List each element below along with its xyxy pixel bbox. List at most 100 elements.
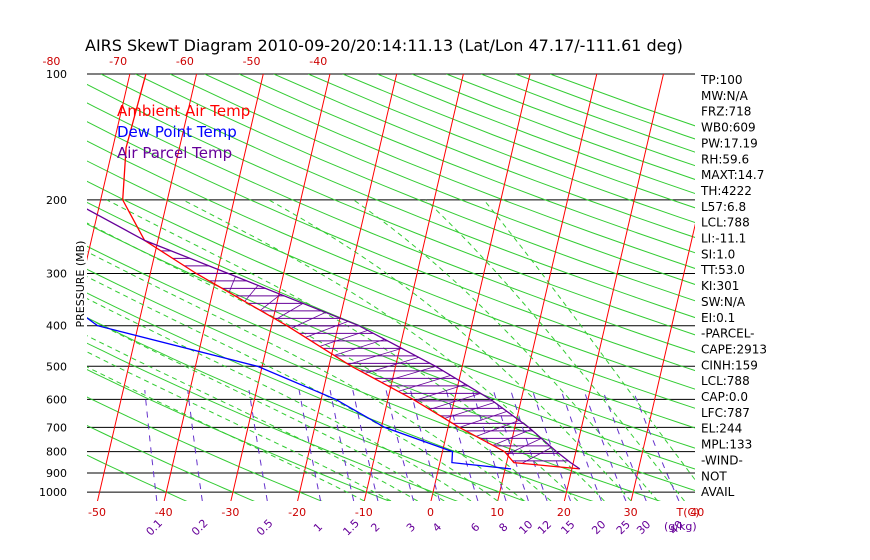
pressure-tick-label: 400 (46, 320, 67, 333)
cape-hatch-diagonal (305, 321, 349, 338)
dry-adiabat (100, 74, 695, 319)
dry-adiabat (87, 121, 695, 372)
temp-tick-label: 0 (427, 506, 434, 519)
moist-adiabat (182, 199, 605, 501)
temp-tick-label: -20 (288, 506, 306, 519)
legend-entry: Ambient Air Temp (117, 102, 250, 120)
dry-adiabat (87, 140, 695, 390)
mixing-ratio-label: 8 (496, 520, 510, 534)
cape-hatch-diagonal (506, 438, 542, 455)
index-entry: EI:0.1 (701, 311, 735, 325)
mixing-ratio-label: 30 (634, 518, 653, 537)
moist-adiabat (268, 199, 632, 501)
chart-title: AIRS SkewT Diagram 2010-09-20/20:14:11.1… (85, 36, 683, 55)
mixing-ratio-line (385, 389, 414, 501)
index-entry: SI:1.0 (701, 247, 735, 261)
index-entry: FRZ:718 (701, 105, 751, 119)
index-entry: EL:244 (701, 422, 742, 436)
dry-adiabat (87, 396, 323, 501)
isotherm-line (563, 74, 664, 501)
y-axis-label: PRESSURE (MB) (74, 241, 87, 328)
isotherm-line (497, 74, 598, 501)
isotherm-line (430, 74, 531, 501)
dry-adiabat (308, 74, 695, 224)
isotherm-line (87, 74, 131, 261)
index-entry: LCL:788 (701, 374, 750, 388)
mixing-ratio-label: 4 (430, 520, 444, 534)
series-line (122, 74, 580, 470)
moist-adiabat (87, 251, 525, 501)
mixing-ratio-label: 1 (311, 520, 325, 534)
cape-hatch-diagonal (521, 447, 552, 464)
mixing-ratio-line (471, 389, 507, 501)
mixing-ratio-label: 0.5 (254, 517, 276, 539)
dry-adiabat (87, 180, 695, 429)
index-entry: KI:301 (701, 279, 739, 293)
dry-adiabat (87, 160, 695, 409)
mixing-ratio-label: 1.5 (340, 517, 362, 539)
index-entry: RH:59.6 (701, 152, 749, 166)
sounding-profiles (87, 74, 581, 470)
index-entry: TT:53.0 (700, 263, 745, 277)
cape-hatching (149, 242, 569, 464)
temp-top-tick-label: -70 (109, 55, 127, 68)
mixing-ratio-label: 15 (558, 518, 577, 537)
dry-adiabat (87, 292, 594, 501)
dry-adiabat (169, 74, 695, 285)
moist-adiabat (87, 297, 472, 501)
index-entry: MAXT:14.7 (701, 168, 764, 182)
index-entry: SW:N/A (701, 295, 746, 309)
cape-hatch-diagonal (319, 330, 368, 347)
mixing-ratio-label: 3 (404, 520, 418, 534)
temp-tick-label: -40 (155, 506, 173, 519)
temp-unit-label: T(C) (676, 506, 700, 519)
mixing-ratio-line (602, 389, 647, 501)
dry-adiabat (204, 74, 695, 269)
index-entry: MPL:133 (701, 438, 752, 452)
cape-hatch-diagonal (444, 402, 495, 419)
series-line (87, 317, 512, 470)
mixing-ratio-label: 0.2 (189, 517, 211, 539)
index-entry: TP:100 (700, 73, 743, 87)
mixing-ratio-line (560, 389, 602, 501)
legend-entry: Air Parcel Temp (117, 144, 232, 162)
mixing-ratio-label: 12 (535, 518, 554, 537)
cape-hatch-diagonal (228, 276, 236, 293)
isotherm-line (363, 74, 464, 501)
cape-hatch-diagonal (260, 294, 281, 311)
moist-adiabat (87, 317, 445, 501)
index-entry: L57:6.8 (701, 200, 746, 214)
mixing-ratio-line (583, 389, 627, 501)
pressure-tick-label: 200 (46, 194, 67, 207)
dry-adiabat (87, 317, 526, 501)
pressure-tick-label: 1000 (39, 486, 67, 499)
isotherm-line (764, 65, 866, 503)
moist-adiabat (87, 276, 498, 501)
legend-entry: Dew Point Temp (117, 123, 237, 141)
cape-hatch-diagonal (275, 303, 304, 320)
index-entry: CAPE:2913 (701, 342, 767, 356)
mixing-ratio-line (632, 389, 680, 501)
mixing-ratio-line (410, 389, 441, 501)
series-line (87, 208, 581, 470)
cape-hatch-diagonal (348, 348, 402, 365)
dry-adiabat (87, 342, 459, 501)
mixing-ratio-line (144, 390, 158, 501)
cape-hatch-diagonal (381, 366, 436, 383)
moist-adiabat (87, 351, 392, 501)
cape-hatch-diagonal (244, 285, 259, 302)
mixing-ratio-line (531, 389, 571, 501)
cape-hatch-diagonal (459, 411, 508, 428)
isotherm-line (96, 74, 198, 501)
index-entry: PW:17.19 (701, 136, 758, 150)
mixing-ratio-line (329, 390, 355, 501)
isotherm-line (630, 223, 695, 501)
cape-hatch-diagonal (492, 429, 532, 446)
temp-top-tick-label: -80 (42, 55, 60, 68)
moist-adiabat (87, 222, 552, 501)
isotherm-line (230, 74, 331, 501)
isotherm-line (0, 65, 65, 503)
